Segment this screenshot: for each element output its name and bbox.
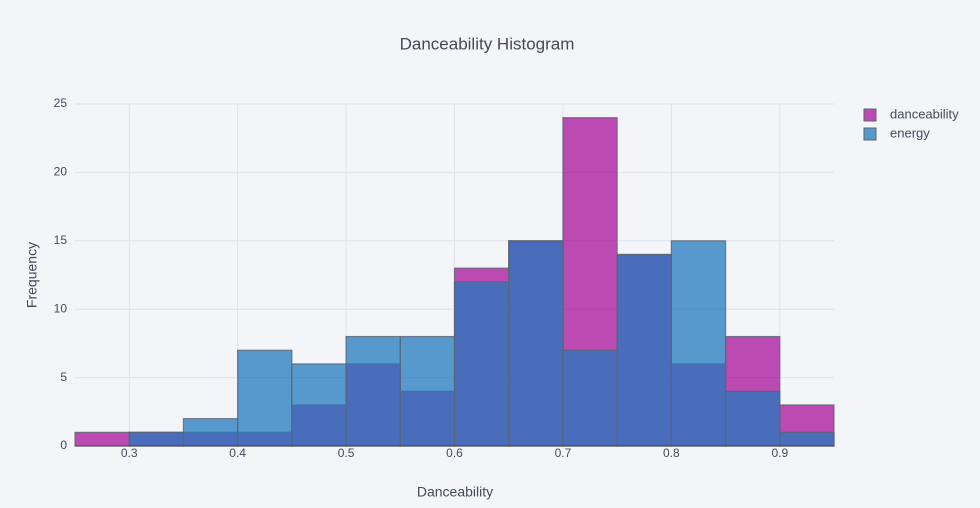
x-tick-label: 0.9 — [771, 446, 788, 460]
bar — [616, 253, 672, 447]
bar — [670, 240, 727, 447]
bar — [345, 335, 401, 447]
x-tick-label: 0.4 — [229, 446, 246, 460]
y-tick-label: 20 — [54, 165, 68, 179]
bar — [291, 363, 347, 447]
bar — [237, 349, 293, 447]
chart-title: Danceability Histogram — [400, 34, 575, 53]
bar — [562, 349, 618, 447]
bar — [779, 431, 835, 447]
x-tick-label: 0.6 — [446, 446, 463, 460]
x-tick-label: 0.3 — [121, 446, 138, 460]
legend-label: energy — [890, 125, 930, 140]
bar — [453, 281, 510, 447]
bar — [399, 335, 456, 447]
legend-swatch — [863, 108, 877, 122]
legend-swatch — [863, 127, 877, 141]
y-axis-title: Frequency — [24, 242, 40, 308]
bar — [74, 431, 130, 447]
y-tick-label: 0 — [60, 438, 67, 452]
x-tick-label: 0.7 — [555, 446, 572, 460]
x-axis-title: Danceability — [417, 484, 493, 500]
bar — [508, 240, 564, 447]
x-tick-label: 0.5 — [338, 446, 355, 460]
y-tick-label: 15 — [54, 233, 68, 247]
y-tick-label: 10 — [54, 301, 68, 315]
legend-label: danceability — [890, 106, 959, 121]
bar — [724, 390, 781, 447]
x-tick-label: 0.8 — [663, 446, 680, 460]
bar — [128, 431, 185, 447]
y-tick-label: 25 — [54, 96, 68, 110]
bar — [182, 418, 239, 447]
y-tick-label: 5 — [60, 370, 67, 384]
